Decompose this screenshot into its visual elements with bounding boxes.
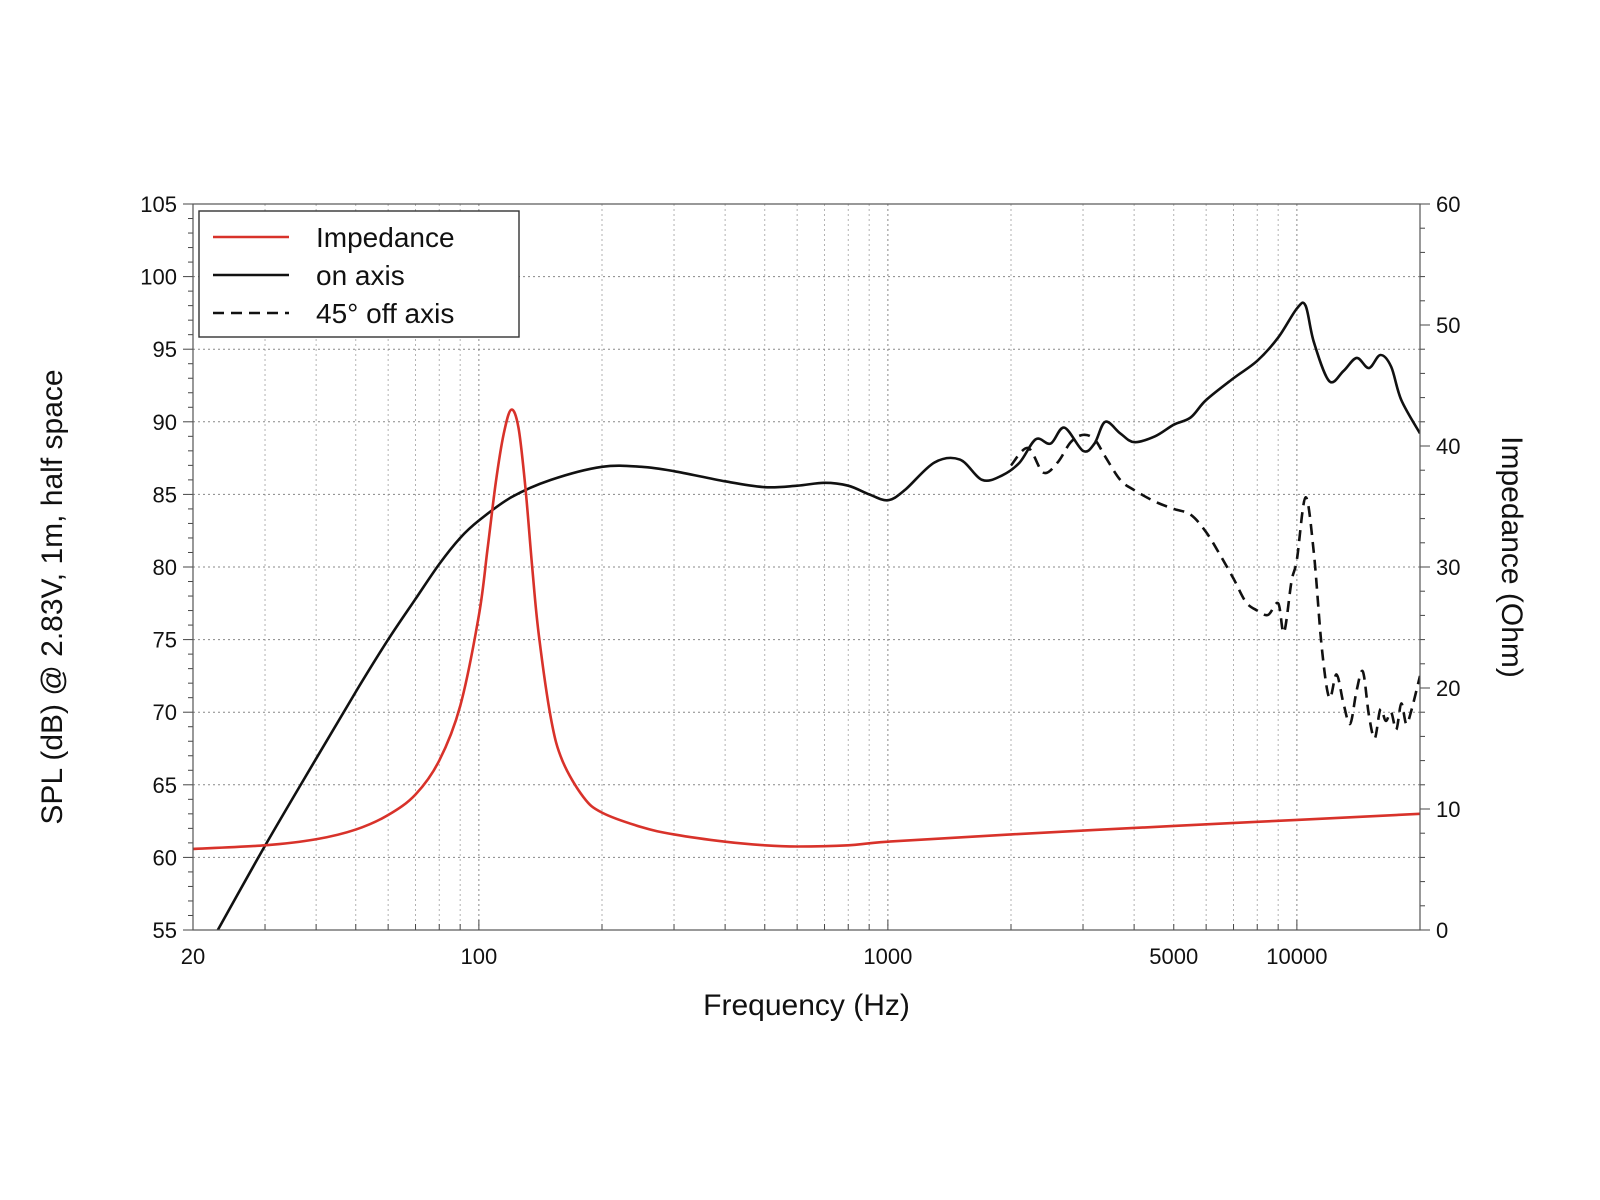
y-tick-label: 60 — [153, 845, 177, 870]
y-tick-label: 80 — [153, 555, 177, 580]
y2-tick-label: 30 — [1436, 555, 1460, 580]
series-line-on-axis — [216, 301, 1420, 930]
plot-frame — [192, 203, 1421, 931]
y-tick-label: 90 — [153, 410, 177, 435]
x-tick-label: 100 — [461, 944, 498, 969]
x-tick-label: 20 — [181, 944, 205, 969]
legend: Impedance on axis 45° off axis — [198, 210, 520, 338]
y2-tick-label: 10 — [1436, 797, 1460, 822]
plot-area — [193, 301, 1420, 930]
tick-labels: 20 100 1000 5000 100005560657075808590951001… — [140, 192, 1460, 969]
y2-tick-label: 40 — [1436, 434, 1460, 459]
legend-label: Impedance — [316, 222, 455, 253]
x-tick-label: 1000 — [863, 944, 912, 969]
y-tick-label: 105 — [140, 192, 177, 217]
y2-tick-label: 20 — [1436, 676, 1460, 701]
y-axis-title: SPL (dB) @ 2.83V, 1m, half space — [36, 369, 69, 824]
y-tick-label: 100 — [140, 265, 177, 290]
series-line-impedance — [193, 408, 1420, 851]
y2-axis-title: Impedance (Ohm) — [1495, 436, 1528, 678]
y-tick-label: 75 — [153, 628, 177, 653]
axis-ticks — [183, 203, 1430, 931]
y-tick-label: 65 — [153, 773, 177, 798]
legend-label: on axis — [316, 260, 405, 291]
series-line-45-off-axis — [1009, 433, 1420, 740]
y2-tick-label: 50 — [1436, 313, 1460, 338]
y2-tick-label: 0 — [1436, 918, 1448, 943]
y-tick-label: 55 — [153, 918, 177, 943]
x-tick-label: 10000 — [1266, 944, 1327, 969]
legend-label: 45° off axis — [316, 298, 454, 329]
y2-tick-label: 60 — [1436, 192, 1460, 217]
y-tick-label: 70 — [153, 700, 177, 725]
x-axis-title: Frequency (Hz) — [703, 989, 910, 1022]
x-tick-label: 5000 — [1149, 944, 1198, 969]
y-tick-label: 95 — [153, 337, 177, 362]
y-tick-label: 85 — [153, 482, 177, 507]
